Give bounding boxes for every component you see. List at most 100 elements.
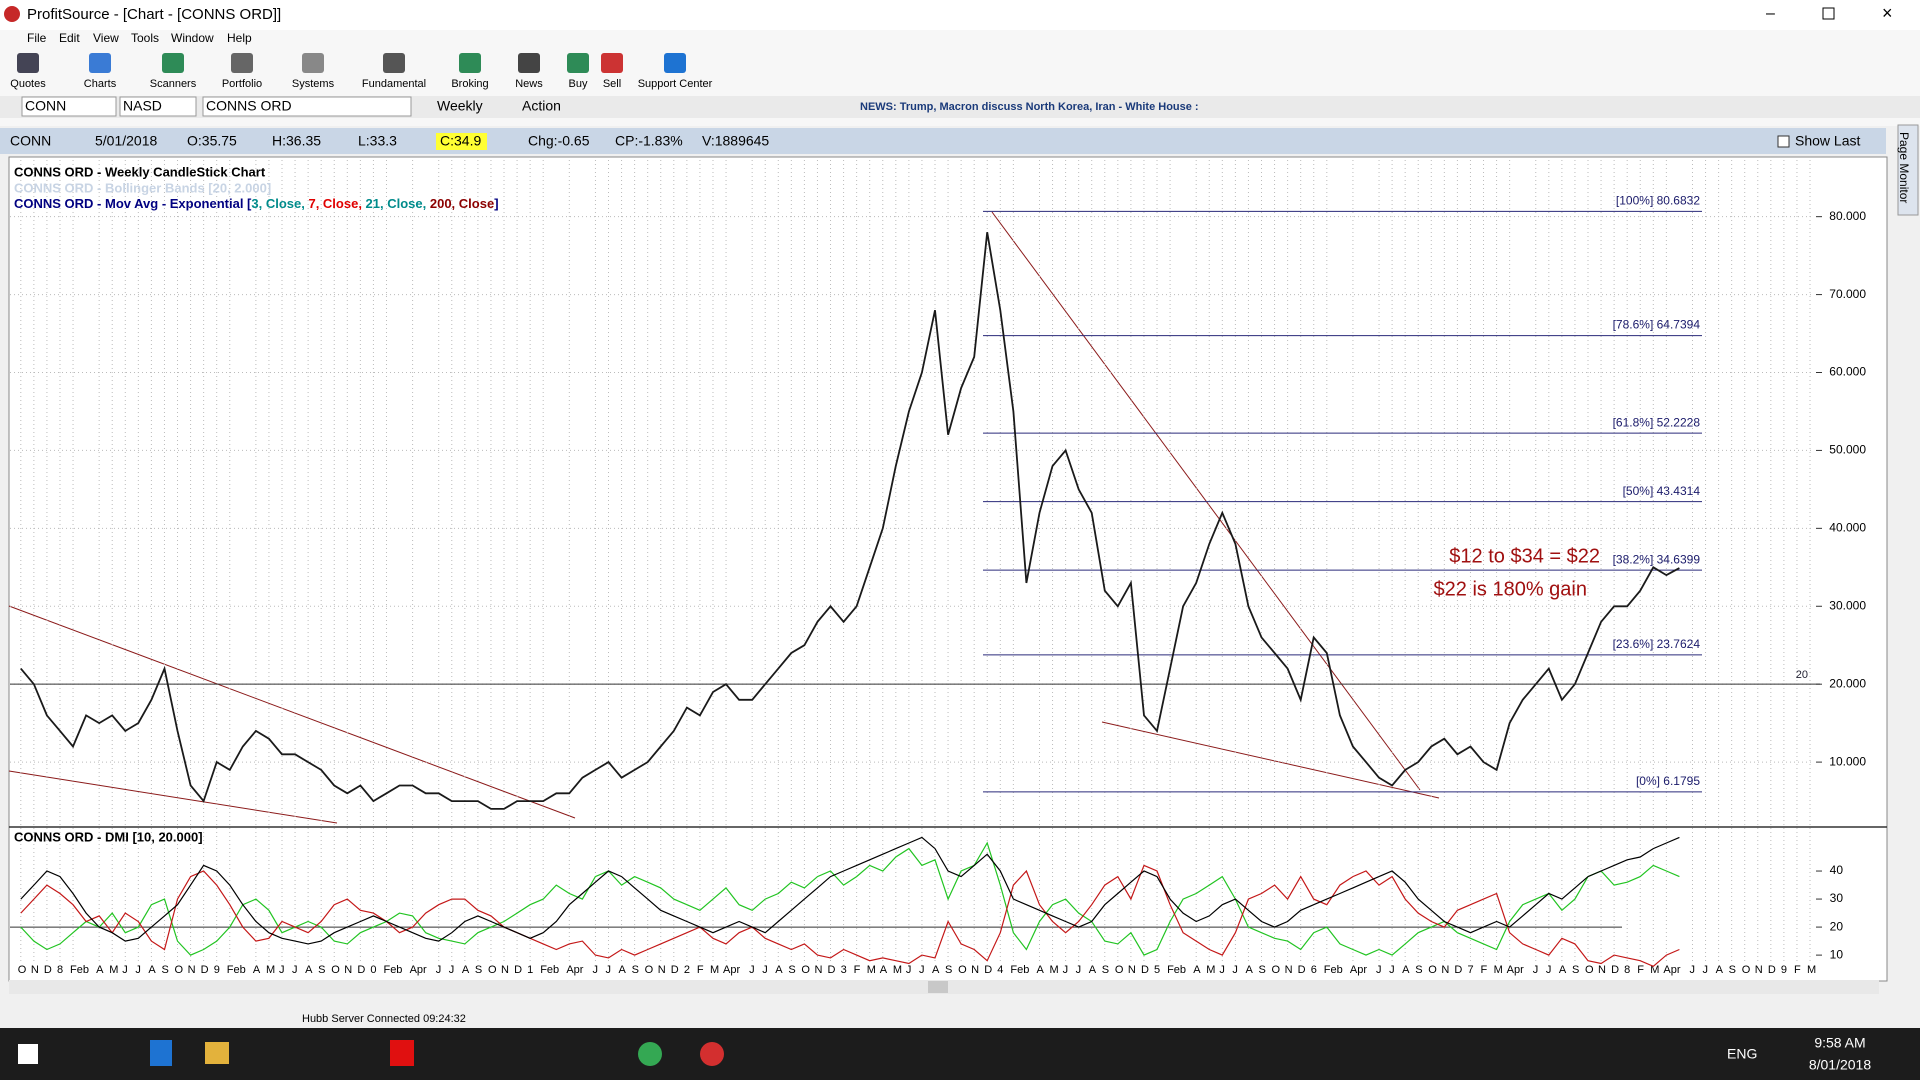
show-last: Show Last [1795,133,1860,149]
name-input[interactable] [202,96,412,117]
x-tick-label: Feb [1324,964,1343,976]
toolbar-icon[interactable] [383,53,405,73]
x-tick-label: D [1454,964,1462,976]
y-tick-label: 70.000 [1829,287,1866,301]
x-tick-label: O [175,964,184,976]
x-tick-label: S [1572,964,1579,976]
y-tick-label: 50.000 [1829,443,1866,457]
clock-time: 9:58 AM [1814,1035,1865,1051]
restore[interactable] [1822,7,1835,20]
x-tick-label: J [762,964,768,976]
x-tick-label: M [109,964,118,976]
chrome-icon[interactable] [638,1042,662,1066]
status-text: Hubb Server Connected 09:24:32 [302,1013,466,1025]
x-tick-label: J [749,964,755,976]
x-tick-label: M [1807,964,1816,976]
x-tick-label: N [31,964,39,976]
toolbar-label: Broking [451,78,488,90]
dmi-line [20,841,1680,956]
x-tick-label: J [1232,964,1238,976]
period[interactable]: Weekly [437,98,483,114]
x-tick-label: Feb [227,964,246,976]
exchange-select[interactable] [119,96,197,117]
profitsource-icon[interactable] [700,1042,724,1066]
x-tick-label: A [619,964,627,976]
toolbar-icon[interactable] [518,53,540,73]
fib-label: [38.2%] 34.6399 [1613,552,1701,566]
action[interactable]: Action [522,98,561,114]
toolbar-icon[interactable] [302,53,324,73]
x-tick-label: Apr [1350,964,1367,976]
ma-legend-part: 7, Close, [308,196,365,211]
toolbar-label: Sell [603,78,621,90]
x-tick-label: J [1546,964,1552,976]
toolbar-icon[interactable] [17,53,39,73]
annotation: $12 to $34 = $22 [1449,545,1600,567]
x-tick-label: Apr [410,964,427,976]
x-tick-label: M [1494,964,1503,976]
menu-item[interactable]: Help [227,31,252,45]
side-tab-label: Page Monitor [1897,132,1911,203]
exchange: NASD [123,98,162,114]
y-tick-label: 40 [1830,863,1844,877]
x-tick-label: 3 [841,964,847,976]
edge-icon[interactable] [150,1040,172,1066]
toolbar-icon[interactable] [601,53,623,73]
explorer-icon[interactable] [205,1042,229,1064]
x-tick-label: N [814,964,822,976]
x-tick-label: J [135,964,141,976]
x-tick-label: J [1063,964,1069,976]
quote-field: H:36.35 [272,133,321,149]
toolbar-icon[interactable] [567,53,589,73]
menu-item[interactable]: File [27,31,47,45]
fib-label: [100%] 80.6832 [1616,194,1700,208]
x-tick-label: 5 [1154,964,1160,976]
dmi-line [20,836,1680,945]
x-tick-label: J [1219,964,1225,976]
close[interactable]: × [1882,3,1893,23]
x-tick-label: Feb [383,964,402,976]
x-tick-label: A [1716,964,1724,976]
x-tick-label: O [958,964,967,976]
start-button[interactable] [18,1044,38,1064]
quote-field: O:35.75 [187,133,237,149]
x-tick-label: 4 [997,964,1003,976]
toolbar-icon[interactable] [162,53,184,73]
x-tick-label: S [475,964,482,976]
toolbar-icon[interactable] [231,53,253,73]
annotation: $22 is 180% gain [1434,578,1587,600]
x-tick-label: A [148,964,156,976]
quote-bar [0,128,1886,154]
menu-item[interactable]: Tools [131,31,159,45]
x-tick-label: D [828,964,836,976]
menu-item[interactable]: View [93,31,119,45]
scroll-thumb[interactable] [928,981,948,993]
x-tick-label: F [1481,964,1488,976]
toolbar-icon[interactable] [89,53,111,73]
side-tab[interactable] [1897,124,1919,216]
x-tick-label: O [18,964,27,976]
toolbar-icon[interactable] [664,53,686,73]
x-tick-label: 9 [1781,964,1787,976]
x-tick-label: D [1611,964,1619,976]
k-icon[interactable] [390,1040,414,1066]
menu-item[interactable]: Window [171,31,214,45]
x-tick-label: N [1128,964,1136,976]
x-tick-label: J [1076,964,1082,976]
menu-item[interactable]: Edit [59,31,80,45]
x-tick-label: S [632,964,639,976]
minimize[interactable]: – [1766,5,1775,22]
toolbar-label: Scanners [150,78,197,90]
x-tick-label: D [1141,964,1149,976]
x-tick-label: A [1036,964,1044,976]
x-tick-label: M [1050,964,1059,976]
show-last-checkbox[interactable] [1777,135,1790,148]
x-tick-label: J [1533,964,1539,976]
x-tick-label: M [867,964,876,976]
x-tick-label: F [1794,964,1801,976]
x-tick-label: A [775,964,783,976]
symbol-input[interactable] [21,96,117,117]
toolbar-icon[interactable] [459,53,481,73]
x-tick-label: J [606,964,612,976]
